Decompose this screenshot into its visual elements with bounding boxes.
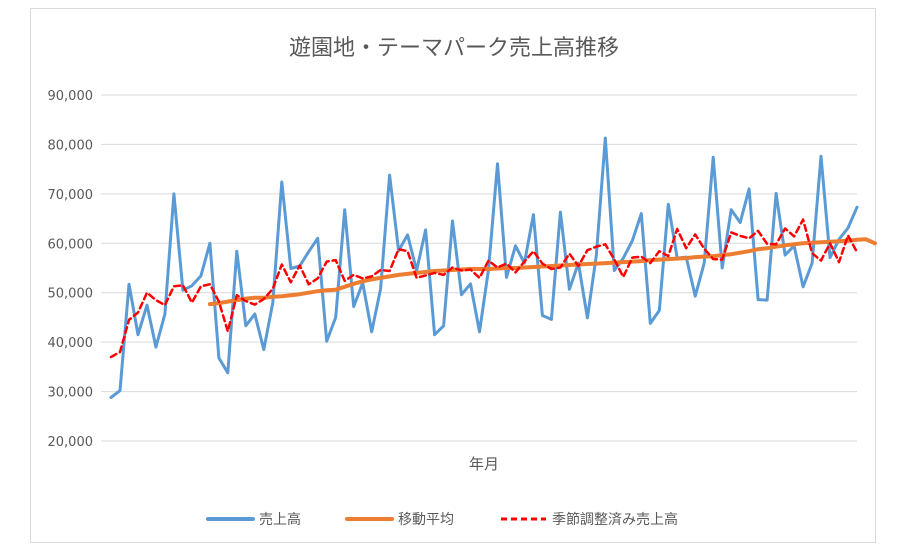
y-tick-label: 70,000 [48,188,94,203]
chart-title: 遊園地・テーマパーク売上高推移 [289,36,619,61]
y-tick-label: 60,000 [48,237,94,252]
series-seasonally-adjusted [109,218,859,359]
legend-item-seasonally-adjusted[interactable]: 季節調整済み売上高 [501,511,678,528]
legend-item-sales[interactable]: 売上高 [206,511,301,528]
legend-item-moving-average[interactable]: 移動平均 [345,512,454,528]
x-axis-title: 年月 [469,455,499,473]
legend-label-seasonally-adjusted: 季節調整済み売上高 [552,511,678,528]
gridlines [101,94,857,442]
series-lines [109,136,877,399]
legend-label-moving-average: 移動平均 [398,512,454,528]
legend: 売上高 移動平均 季節調整済み売上高 [206,511,678,528]
line-chart: 20,000 30,000 40,000 50,000 60,000 70,000 80,0… [48,36,877,528]
y-tick-label: 80,000 [48,138,94,153]
series-sales [109,136,859,399]
legend-label-sales: 売上高 [259,511,301,528]
y-tick-label: 90,000 [48,89,94,104]
y-tick-label: 20,000 [48,435,94,450]
y-tick-label: 30,000 [48,386,94,401]
y-tick-label: 40,000 [48,336,94,351]
series-moving-average [207,237,877,307]
y-tick-label: 50,000 [48,287,94,302]
chart-area: 20,000 30,000 40,000 50,000 60,000 70,000 80,0… [30,8,877,543]
y-axis-tick-labels: 20,000 30,000 40,000 50,000 60,000 70,000 80,0… [48,89,94,450]
